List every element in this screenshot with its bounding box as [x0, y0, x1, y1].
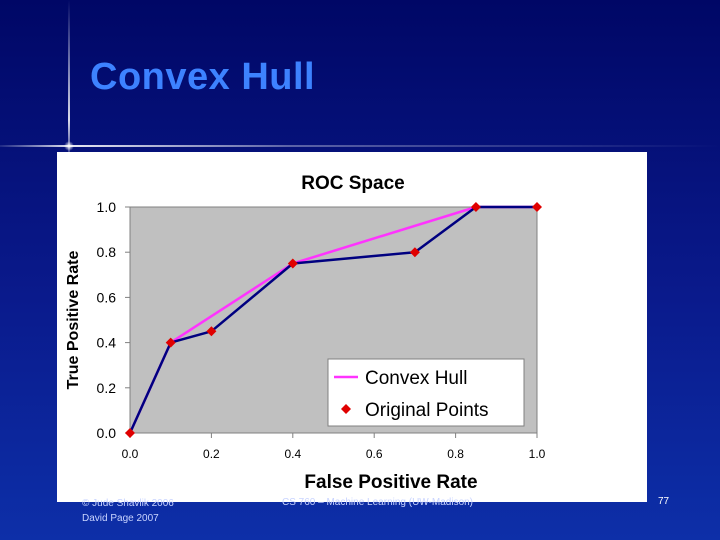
y-tick-label: 0.6	[97, 289, 117, 305]
data-point-marker	[125, 428, 135, 438]
legend-label-convex-hull: Convex Hull	[365, 368, 467, 389]
y-tick-label: 0.0	[97, 425, 117, 441]
legend: Convex Hull Original Points	[327, 358, 525, 427]
x-tick-label: 0.8	[447, 447, 464, 461]
y-tick-label: 0.8	[97, 244, 117, 260]
y-tick-label: 1.0	[97, 199, 117, 215]
decorative-vertical-line	[68, 0, 70, 160]
data-point-marker	[409, 247, 420, 258]
decorative-sparkle	[64, 141, 74, 151]
y-tick-label: 0.2	[97, 380, 117, 396]
y-axis-label: True Positive Rate	[65, 251, 82, 390]
x-tick-label: 0.2	[203, 447, 220, 461]
chart-title: ROC Space	[301, 173, 404, 194]
roc-chart: ROC Space 0.0 0.2 0.4 0.6 0.8 1.0 0.0 0.2 0.4 0.6…	[57, 152, 647, 502]
data-point-marker	[470, 202, 481, 212]
legend-box	[327, 358, 525, 427]
decorative-horizontal-line	[0, 145, 720, 147]
x-tick-label: 0.6	[366, 447, 383, 461]
x-axis-label: False Positive Rate	[304, 472, 477, 493]
data-point-marker	[165, 337, 176, 348]
series-layer	[125, 202, 542, 438]
data-point-marker	[206, 326, 217, 337]
legend-label-original-points: Original Points	[365, 400, 489, 421]
slide-title: Convex Hull	[90, 56, 316, 98]
legend-swatch-original-points	[341, 404, 351, 414]
footer-copyright: © Jude Shavlik 2006	[82, 498, 174, 509]
y-tick-label: 0.4	[97, 335, 117, 351]
data-point-marker	[532, 202, 542, 212]
x-tick-label: 1.0	[529, 447, 546, 461]
page-number: 77	[658, 496, 670, 507]
data-point-marker	[287, 258, 298, 269]
footer-course: CS 760 – Machine Learning (UW-Madison)	[282, 497, 474, 508]
x-tick-label: 0.4	[284, 447, 301, 461]
footer-credits: © Jude Shavlik 2006 David Page 2007	[82, 496, 174, 526]
x-tick-label: 0.0	[122, 447, 139, 461]
footer-author: David Page 2007	[82, 513, 159, 524]
roc-chart-svg: ROC Space 0.0 0.2 0.4 0.6 0.8 1.0 0.0 0.2 0.4 0.6…	[65, 173, 546, 493]
